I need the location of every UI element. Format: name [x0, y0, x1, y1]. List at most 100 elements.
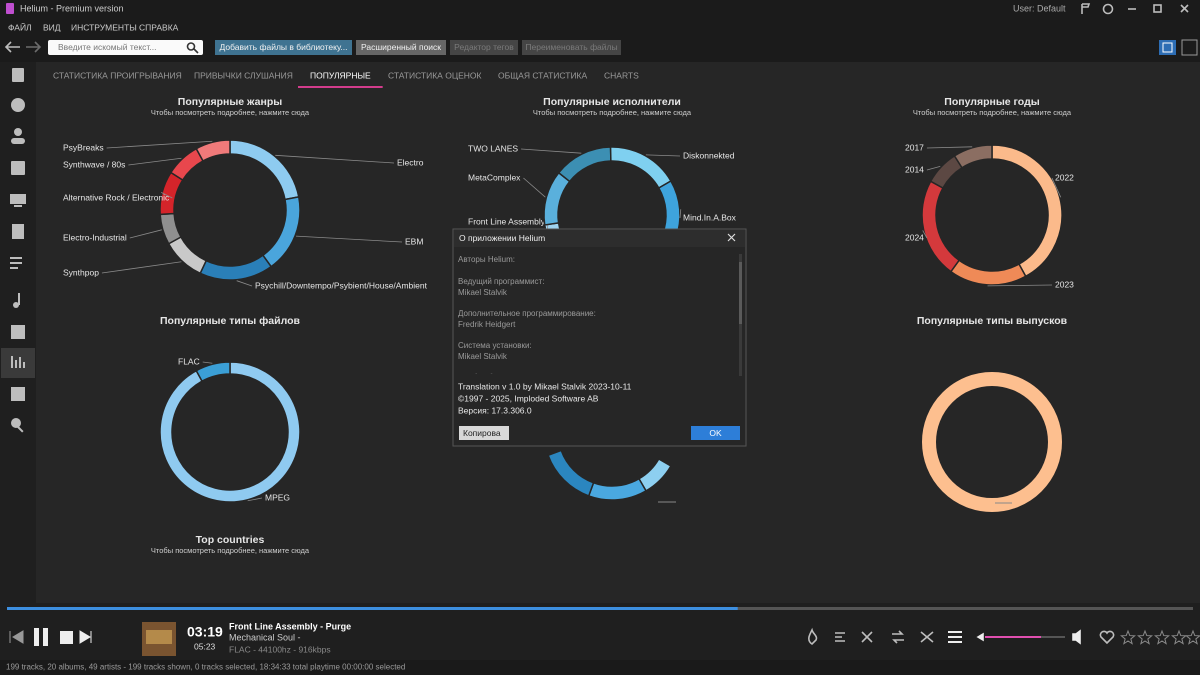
leader-line [926, 146, 973, 149]
segment-label: Mind.In.A.Box [683, 212, 737, 222]
donut-segment[interactable] [953, 144, 993, 169]
user-label: User: Default [1013, 3, 1066, 13]
back[interactable] [4, 41, 20, 53]
segment-label: FLAC [178, 356, 200, 366]
leader-line [275, 154, 395, 164]
player-bar [0, 603, 1200, 660]
chart-title[interactable]: Популярные типы выпусков [917, 315, 1068, 327]
app-icon [6, 3, 14, 14]
copy-button[interactable] [459, 426, 509, 440]
leader-line [645, 154, 681, 157]
dialog-button-label[interactable]: OK [709, 428, 722, 438]
layout-toggle-2[interactable] [1181, 39, 1198, 56]
credit-line: Особая благодарность: [458, 373, 545, 382]
leader-line [679, 209, 682, 219]
player-options[interactable] [808, 627, 1115, 646]
ok-button[interactable] [691, 426, 740, 440]
tab[interactable]: СТАТИСТИКА ПРОИГРЫВАНИЯ [53, 70, 182, 80]
segment-label: Diskonnekted [683, 150, 735, 160]
chart-title[interactable]: Top countries [196, 534, 265, 546]
menu-item[interactable]: ИНСТРУМЕНТЫ [71, 22, 137, 32]
tab[interactable]: ПРИВЫЧКИ СЛУШАНИЯ [194, 70, 293, 80]
leader-line [236, 280, 253, 287]
toolbar-button-label[interactable]: Расширенный поиск [361, 42, 441, 52]
window-controls [1081, 3, 1189, 15]
leader-line [202, 361, 213, 364]
forward[interactable] [26, 41, 42, 53]
search-placeholder[interactable]: Введите искомый текст... [58, 42, 156, 52]
chart-subtitle[interactable]: Чтобы посмотреть подробнее, нажмите сюда [151, 108, 310, 117]
leader-line [295, 235, 403, 243]
donut-segment[interactable] [159, 361, 301, 503]
search-box[interactable] [48, 40, 203, 55]
segment-label: Electro-Industrial [63, 232, 127, 242]
donut-segment[interactable] [195, 361, 231, 383]
toolbar-button [450, 40, 518, 55]
rating[interactable] [1120, 629, 1200, 645]
chart-subtitle[interactable]: Чтобы посмотреть подробнее, нажмите сюда [151, 546, 310, 555]
dialog-close[interactable] [727, 233, 736, 242]
toolbar-button [522, 40, 621, 55]
leader-line [922, 230, 928, 239]
layout-toggle[interactable] [1159, 40, 1176, 55]
segment-label: Electro [397, 157, 424, 167]
info-line: Translation v 1.0 by Mikael Stalvik 2023… [458, 381, 632, 391]
tab[interactable]: ОБЩАЯ СТАТИСТИКА [498, 70, 588, 80]
star[interactable] [1120, 629, 1136, 645]
sidebar-icons [10, 68, 26, 433]
leader-line [1051, 177, 1062, 198]
progress-fill[interactable] [7, 607, 738, 610]
toolbar-button-label: Переименовать файлы [525, 42, 617, 52]
dialog-titlebar [454, 230, 745, 247]
menu-item[interactable]: СПРАВКА [139, 22, 179, 32]
leader-line [106, 140, 213, 149]
star[interactable] [1154, 629, 1170, 645]
leader-line [926, 166, 941, 171]
player-controls[interactable] [9, 628, 92, 646]
credit-line: Авторы Helium: [458, 255, 515, 264]
toolbar-button[interactable] [215, 40, 352, 55]
menu-item[interactable]: ВИД [43, 22, 61, 32]
track-title: Front Line Assembly - Purge [229, 621, 351, 631]
star[interactable] [1171, 629, 1187, 645]
leader-line [987, 284, 1053, 287]
star[interactable] [1137, 629, 1153, 645]
leader-line [523, 177, 546, 198]
dialog-scroll-thumb[interactable] [739, 262, 742, 324]
chart-title[interactable]: Популярные исполнители [543, 96, 681, 108]
segment-label: Synthwave / 80s [63, 159, 125, 169]
segment-label: Front Line Assembly [468, 216, 546, 226]
leader-line [161, 191, 173, 199]
leader-line [128, 157, 182, 166]
duration: 05:23 [194, 641, 216, 651]
toolbar-button[interactable] [356, 40, 446, 55]
tab-underline [298, 86, 383, 88]
menu-item[interactable]: ФАЙЛ [8, 21, 32, 32]
donut-segment[interactable] [195, 139, 231, 162]
segment-label: 2022 [1055, 172, 1074, 182]
chart-title[interactable]: Популярные типы файлов [160, 315, 301, 327]
chart-subtitle[interactable]: Чтобы посмотреть подробнее, нажмите сюда [533, 108, 692, 117]
donut-segment [547, 449, 595, 497]
sidebar-active [1, 348, 35, 378]
star[interactable] [1185, 629, 1200, 645]
nav-arrows[interactable] [4, 41, 42, 53]
segment-label: 2017 [905, 142, 924, 152]
segment-label: MPEG [265, 492, 290, 502]
toolbar-button-label[interactable]: Добавить файлы в библиотеку... [220, 42, 348, 52]
volume-fill[interactable] [985, 636, 1041, 638]
tab[interactable]: СТАТИСТИКА ОЦЕНОК [388, 70, 482, 80]
chart-subtitle[interactable]: Чтобы посмотреть подробнее, нажмите сюда [913, 108, 1072, 117]
info-line: ©1997 - 2025, Imploded Software AB [458, 393, 599, 403]
dialog-frame [452, 228, 747, 447]
chart-title[interactable]: Популярные жанры [178, 96, 282, 108]
status-bar [0, 660, 1200, 675]
tab[interactable]: CHARTS [604, 70, 639, 80]
info-line: Версия: 17.3.306.0 [458, 405, 532, 415]
segment-label: EBM [405, 236, 423, 246]
tab[interactable]: ПОПУЛЯРНЫЕ [310, 70, 371, 80]
chart-title[interactable]: Популярные годы [944, 96, 1039, 108]
credit-line: Дополнительное программирование: [458, 309, 596, 318]
dialog-button-label[interactable]: Копирова [463, 428, 501, 438]
